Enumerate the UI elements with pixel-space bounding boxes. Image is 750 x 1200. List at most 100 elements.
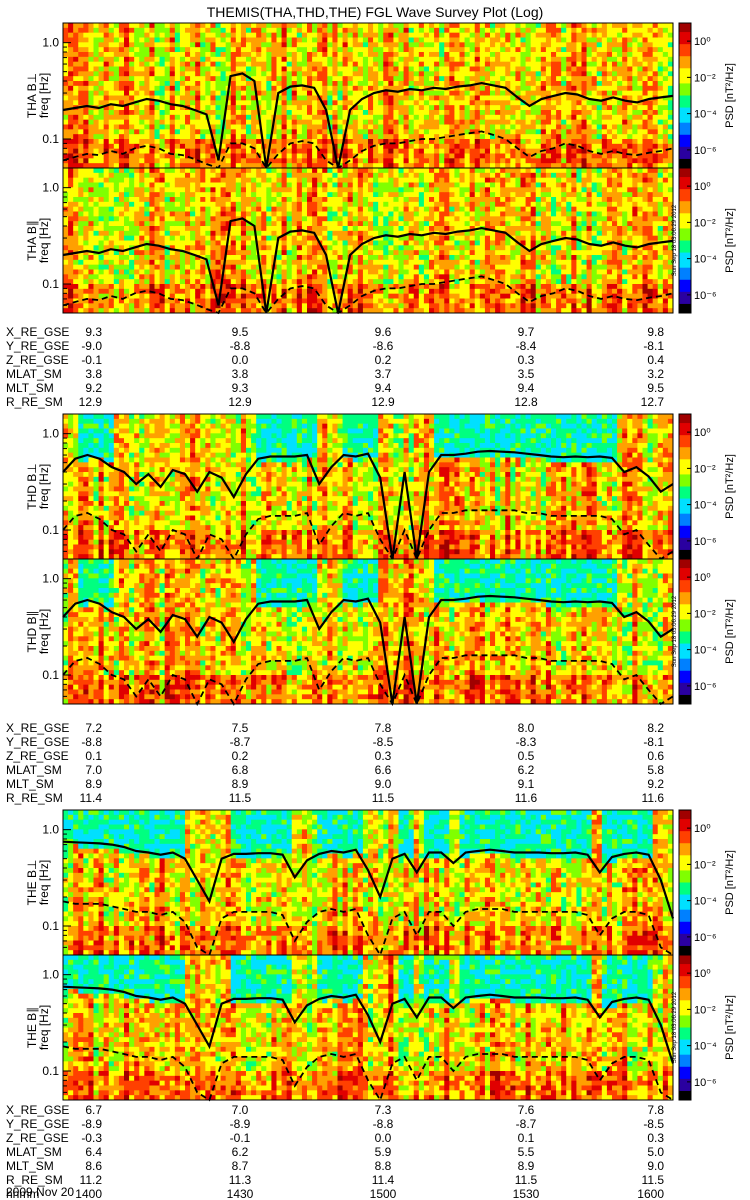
spectrogram-cell <box>342 148 349 154</box>
spectrogram-cell <box>118 85 125 92</box>
spectrogram-cell <box>225 148 232 154</box>
spectrogram-cell <box>63 56 69 63</box>
spectrogram-cell <box>347 23 354 29</box>
spectrogram-cell <box>281 197 288 203</box>
spectrogram-cell <box>276 42 282 48</box>
spectrogram-cell <box>68 197 74 203</box>
spectrogram-cell <box>540 32 547 38</box>
colorbar-swatch <box>679 122 691 127</box>
spectrogram-cell <box>657 153 664 159</box>
spectrogram-cell <box>388 47 394 53</box>
spectrogram-cell <box>647 124 654 130</box>
spectrogram-cell <box>449 114 455 121</box>
spectrogram-cell <box>88 216 94 222</box>
spectrogram-cell <box>571 110 577 116</box>
spectrogram-cell <box>596 37 603 43</box>
spectrogram-cell <box>256 226 262 232</box>
spectrogram-cell <box>195 288 201 295</box>
spectrogram-cell <box>144 182 150 188</box>
spectrogram-cell <box>373 124 379 130</box>
spectrogram-cell <box>195 90 201 96</box>
spectrogram-cell <box>500 110 506 116</box>
spectrogram-cell <box>307 124 313 130</box>
spectrogram-cell <box>642 76 648 82</box>
spectrogram-cell <box>301 56 308 63</box>
spectrogram-cell <box>251 303 257 309</box>
spectrogram-cell <box>251 134 257 140</box>
spectrogram-cell <box>205 240 211 246</box>
spectrogram-cell <box>220 230 227 237</box>
spectrogram-cell <box>108 172 115 179</box>
spectrogram-cell <box>271 216 277 222</box>
spectrogram-cell <box>581 143 587 150</box>
spectrogram-cell <box>63 250 69 256</box>
spectrogram-cell <box>113 274 120 280</box>
spectrogram-cell <box>190 52 196 58</box>
spectrogram-cell <box>271 85 277 92</box>
spectrogram-cell <box>434 42 440 48</box>
spectrogram-cell <box>444 90 450 96</box>
spectrogram-cell <box>403 134 410 140</box>
spectrogram-cell <box>261 216 267 222</box>
spectrogram-cell <box>200 119 206 125</box>
spectrogram-cell <box>322 52 328 58</box>
spectrogram-cell <box>459 47 465 53</box>
spectrogram-cell <box>342 81 349 87</box>
spectrogram-cell <box>566 56 572 63</box>
spectrogram-cell <box>327 119 333 125</box>
spectrogram-cell <box>637 114 643 121</box>
spectrogram-cell <box>251 153 257 159</box>
spectrogram-cell <box>164 168 171 174</box>
spectrogram-cell <box>88 206 94 212</box>
spectrogram-cell <box>240 293 247 299</box>
spectrogram-cell <box>139 153 145 159</box>
spectrogram-cell <box>423 129 430 135</box>
spectrogram-cell <box>515 110 521 116</box>
spectrogram-cell <box>591 42 598 48</box>
spectrogram-cell <box>144 23 150 29</box>
spectrogram-cell <box>642 27 648 34</box>
spectrogram-cell <box>246 158 252 164</box>
colorbar-swatch <box>679 137 691 142</box>
spectrogram-cell <box>525 143 532 150</box>
spectrogram-cell <box>388 124 394 130</box>
spectrogram-cell <box>449 129 455 135</box>
spectrogram-cell <box>576 56 582 63</box>
spectrogram-cell <box>149 95 155 101</box>
spectrogram-cell <box>68 114 74 121</box>
spectrogram-cell <box>164 42 171 48</box>
spectrogram-cell <box>352 158 359 164</box>
spectrogram-cell <box>78 71 84 77</box>
spectrogram-cell <box>464 81 471 87</box>
spectrogram-cell <box>281 85 288 92</box>
spectrogram-cell <box>144 52 150 58</box>
spectrogram-cell <box>561 61 567 67</box>
spectrogram-cell <box>561 148 567 154</box>
spectrogram-cell <box>83 124 89 130</box>
spectrogram-cell <box>520 66 526 72</box>
spectrogram-cell <box>78 85 84 92</box>
spectrogram-cell <box>545 56 552 63</box>
spectrogram-cell <box>622 66 628 72</box>
spectrogram-cell <box>210 182 216 188</box>
spectrogram-cell <box>185 129 191 135</box>
spectrogram-cell <box>271 42 277 48</box>
spectrogram-cell <box>571 143 577 150</box>
spectrogram-cell <box>235 114 242 121</box>
spectrogram-cell <box>159 250 166 256</box>
spectrogram-cell <box>154 245 160 251</box>
spectrogram-cell <box>164 158 171 164</box>
spectrogram-cell <box>515 100 521 106</box>
spectrogram-cell <box>637 32 643 38</box>
spectrogram-cell <box>296 163 303 169</box>
spectrogram-cell <box>368 90 374 96</box>
spectrogram-cell <box>144 76 150 82</box>
spectrogram-cell <box>256 293 262 299</box>
spectrogram-cell <box>368 158 374 164</box>
spectrogram-cell <box>225 211 232 217</box>
spectrogram-cell <box>551 158 557 164</box>
spectrogram-cell <box>393 42 399 48</box>
spectrogram-cell <box>88 114 94 121</box>
spectrogram-cell <box>174 197 181 203</box>
spectrogram-cell <box>185 308 191 314</box>
